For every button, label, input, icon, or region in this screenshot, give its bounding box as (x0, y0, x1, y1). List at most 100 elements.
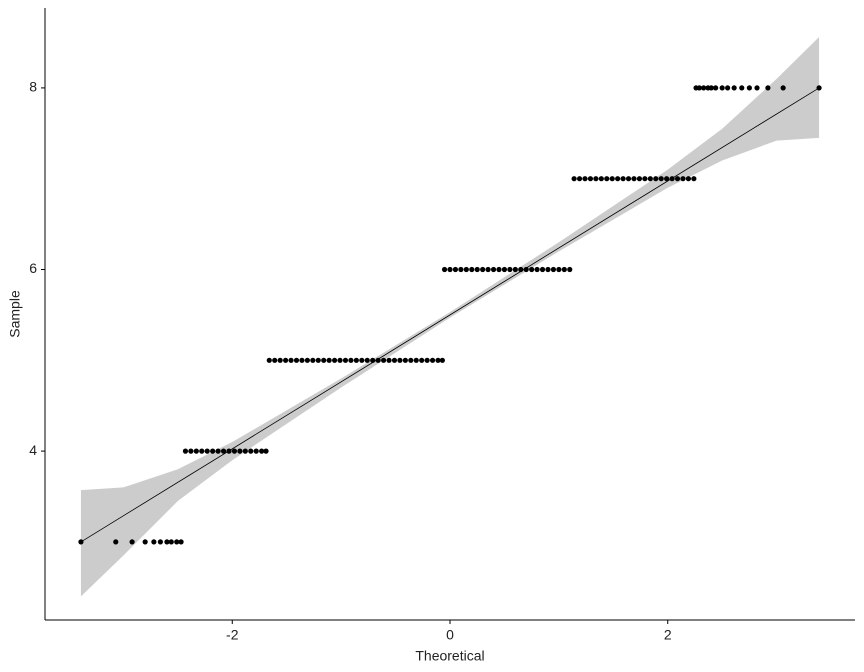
point (458, 266, 464, 273)
point (631, 176, 637, 182)
x-tick-label: 2 (664, 627, 672, 643)
x-tick-label: 0 (446, 627, 454, 643)
point (142, 539, 148, 545)
point (424, 357, 430, 363)
point (272, 357, 278, 363)
point (615, 176, 621, 182)
point (248, 448, 254, 454)
point (402, 357, 408, 363)
point (474, 266, 480, 273)
point (691, 176, 697, 182)
confidence-band (80, 37, 820, 597)
point (642, 176, 648, 182)
x-tick-label: -2 (226, 627, 239, 643)
point (157, 539, 164, 545)
point (739, 85, 745, 91)
point (507, 266, 513, 273)
point (419, 357, 425, 363)
point (342, 357, 349, 363)
y-axis-title: Sample (7, 290, 23, 338)
point (701, 85, 707, 91)
point (452, 266, 459, 273)
point (754, 85, 760, 91)
point (380, 357, 387, 363)
point (501, 266, 508, 273)
point (293, 357, 300, 363)
point (429, 357, 436, 363)
point (220, 448, 227, 454)
point (561, 266, 567, 273)
point (647, 176, 653, 182)
point (567, 266, 573, 273)
point (199, 448, 205, 454)
point (204, 448, 210, 454)
point (364, 357, 370, 363)
point (168, 539, 174, 545)
y-tick-label: 8 (29, 79, 37, 95)
point (664, 176, 670, 182)
point (391, 357, 398, 363)
point (490, 266, 497, 273)
point (746, 85, 752, 91)
point (523, 266, 529, 273)
point (780, 85, 786, 91)
point (653, 176, 659, 182)
y-tick-label: 6 (29, 260, 37, 276)
point (321, 357, 327, 363)
point (178, 539, 184, 545)
x-axis-title: Theoretical (415, 648, 484, 664)
point (604, 176, 610, 182)
point (816, 85, 822, 91)
point (310, 357, 316, 363)
point (731, 85, 737, 91)
point (174, 539, 180, 545)
point (719, 85, 725, 91)
point (226, 448, 232, 454)
point (576, 176, 583, 182)
point (658, 176, 664, 182)
point (713, 85, 719, 91)
point (259, 448, 265, 454)
point (215, 448, 221, 454)
point (496, 266, 502, 273)
point (447, 266, 453, 273)
point (593, 176, 599, 182)
point (151, 539, 157, 545)
point (288, 357, 294, 363)
point (539, 266, 546, 273)
point (674, 176, 681, 182)
point (680, 176, 686, 182)
point (609, 176, 615, 182)
point (512, 266, 518, 273)
point (725, 85, 731, 91)
point (435, 357, 441, 363)
point (556, 266, 562, 273)
point (534, 266, 540, 273)
point (210, 448, 216, 454)
point (370, 357, 376, 363)
point (545, 266, 551, 273)
point (485, 266, 491, 273)
point (231, 448, 238, 454)
point (193, 448, 199, 454)
point (353, 357, 359, 363)
point (441, 266, 448, 273)
point (598, 176, 604, 182)
point (550, 266, 557, 273)
point (188, 448, 194, 454)
point (480, 266, 486, 273)
point (386, 357, 392, 363)
point (253, 448, 259, 454)
point (164, 539, 170, 545)
point (113, 539, 119, 545)
point (242, 448, 248, 454)
point (337, 357, 343, 363)
point (529, 266, 535, 273)
point (469, 266, 475, 273)
point (315, 357, 321, 363)
point (587, 176, 594, 182)
point (182, 448, 189, 454)
point (277, 357, 283, 363)
point (348, 357, 354, 363)
